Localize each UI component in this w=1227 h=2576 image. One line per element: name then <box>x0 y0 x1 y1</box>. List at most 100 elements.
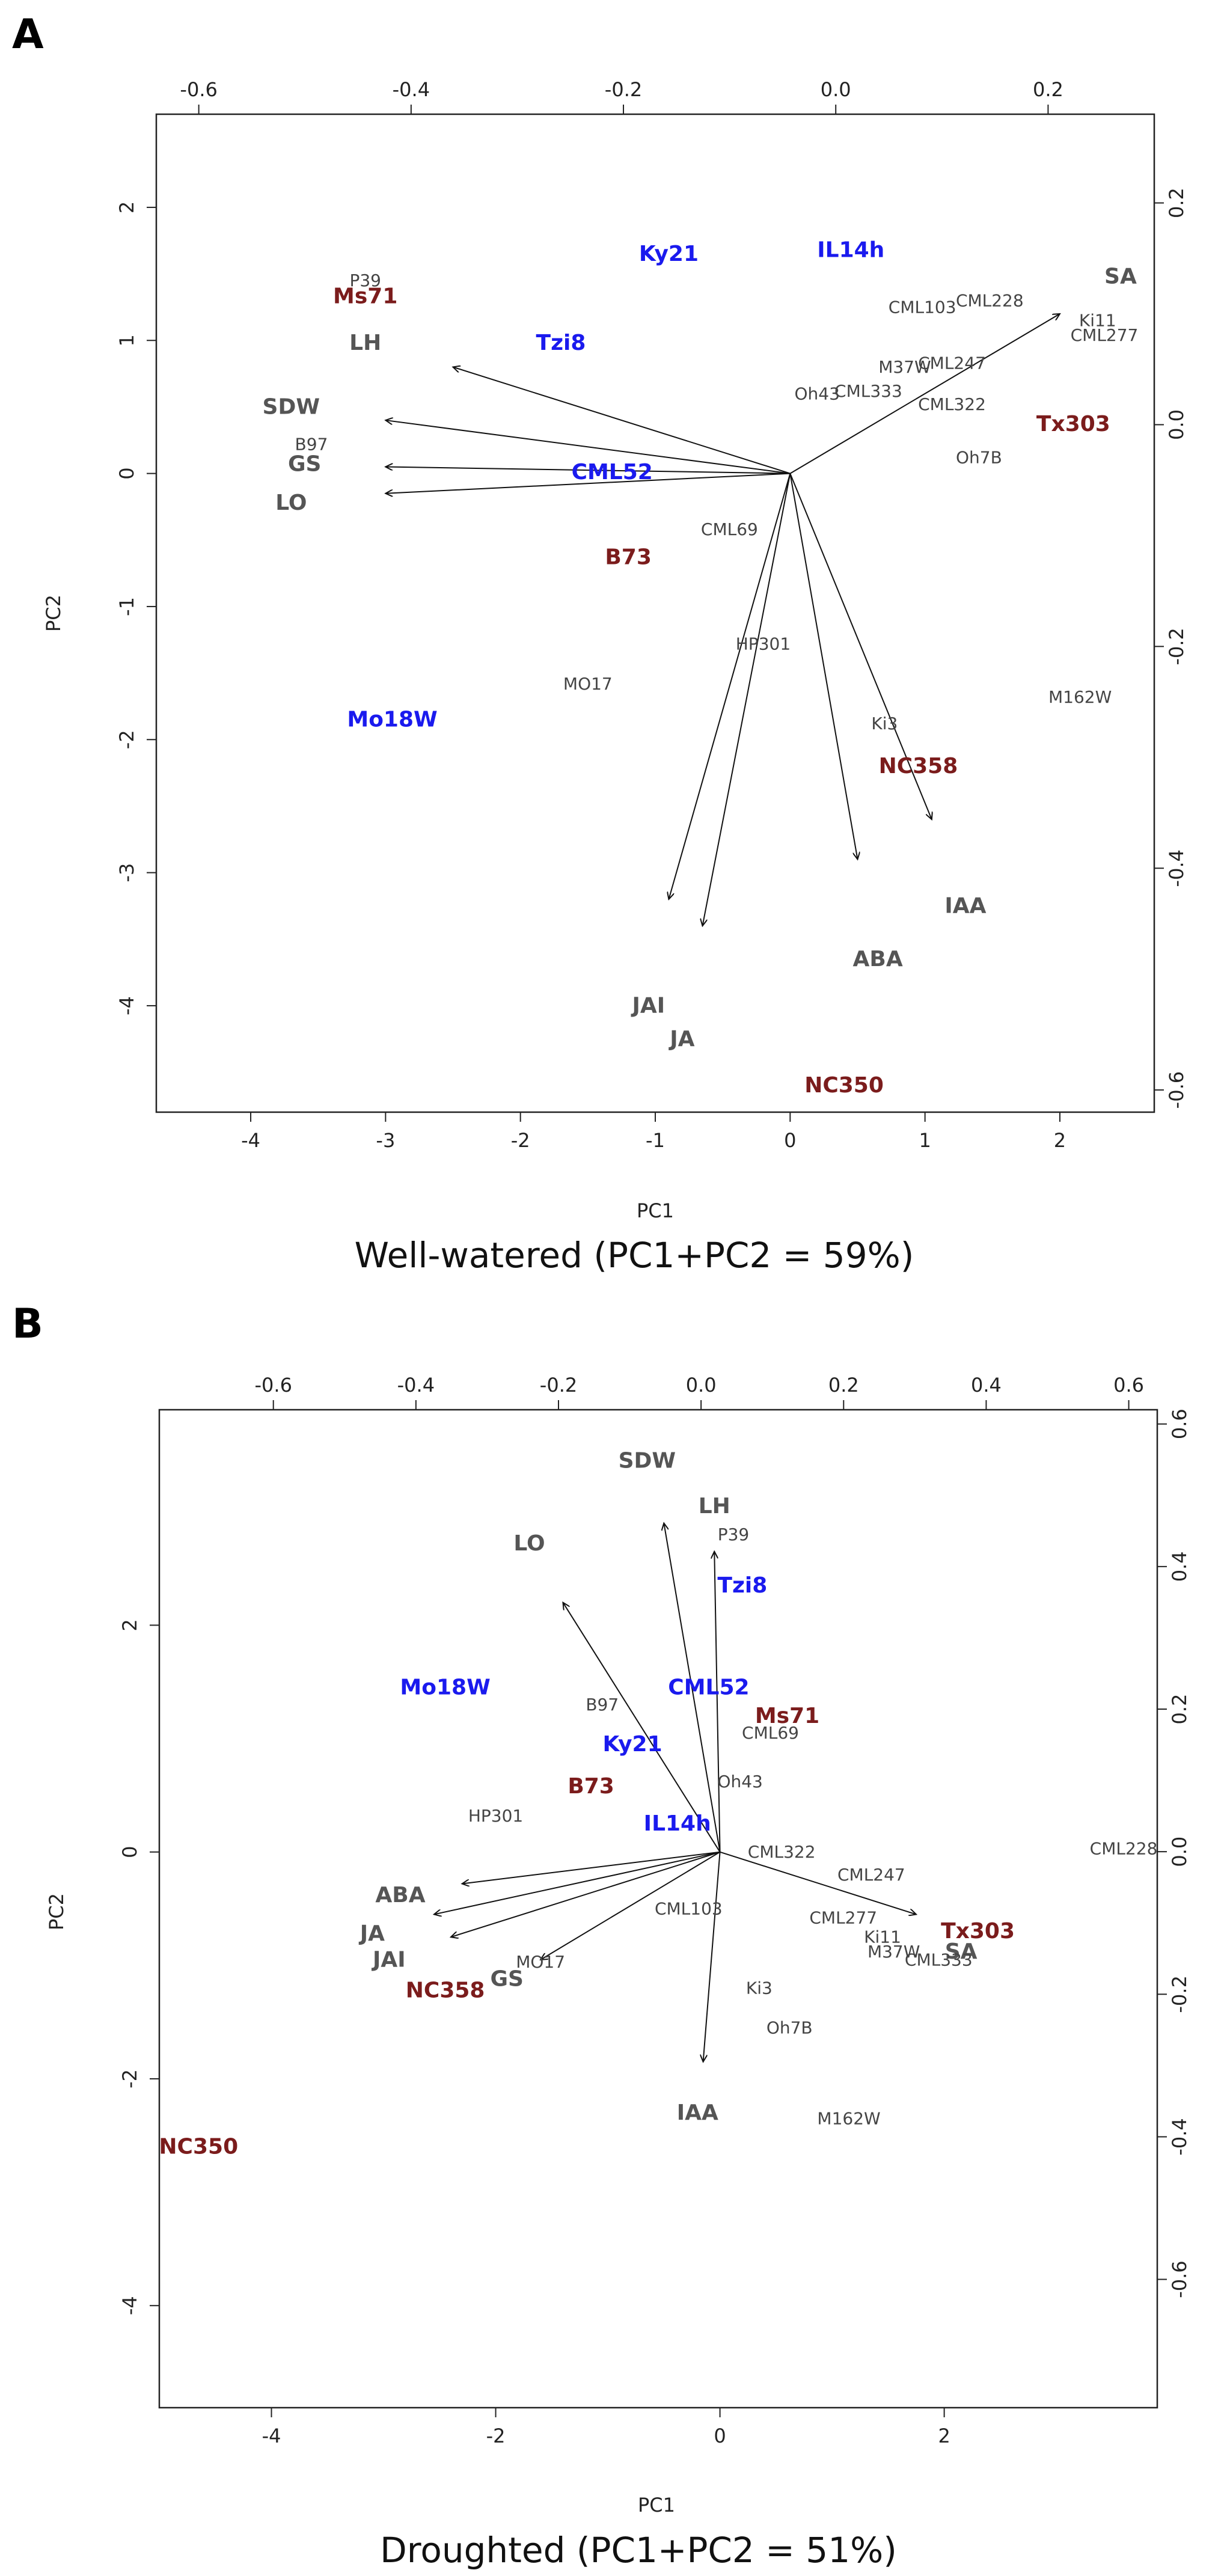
loading-arrow <box>540 1851 721 1960</box>
point-label-cml247: CML247 <box>837 1865 905 1885</box>
point-label-lo: LO <box>275 491 307 515</box>
x-axis-label: PC1 <box>638 2494 675 2516</box>
loading-arrow <box>462 1851 720 1884</box>
top-tick-label: -0.4 <box>393 78 430 101</box>
point-label-tzi8: Tzi8 <box>536 331 586 355</box>
right-tick-label: 0.0 <box>1168 1837 1191 1867</box>
point-label-m37w: M37W <box>878 357 931 377</box>
point-label-cml333: CML333 <box>834 381 902 401</box>
y-tick-label: -3 <box>115 863 138 883</box>
point-label-gs: GS <box>288 452 321 477</box>
loading-arrow <box>451 1851 720 1937</box>
point-label-mo17: MO17 <box>563 674 613 694</box>
point-label-cml277: CML277 <box>1071 325 1139 345</box>
x-tick-label: -4 <box>262 2425 281 2447</box>
y-axis-label: PC2 <box>45 1893 68 1930</box>
loading-arrow <box>664 1523 721 1852</box>
y-tick-label: 2 <box>115 201 138 213</box>
point-label-m162w: M162W <box>817 2108 880 2128</box>
point-label-iaa: IAA <box>944 893 986 918</box>
top-tick-label: 0.0 <box>821 78 851 101</box>
top-tick-label: -0.4 <box>397 1374 435 1397</box>
y-tick-label: 0 <box>118 1846 141 1858</box>
panel-caption: Well-watered (PC1+PC2 = 59%) <box>355 1235 914 1276</box>
point-label-oh43: Oh43 <box>794 384 839 403</box>
x-tick-label: 0 <box>784 1129 796 1152</box>
x-tick-label: -3 <box>376 1129 395 1152</box>
point-label-ms71: Ms71 <box>755 1704 819 1728</box>
point-label-b73: B73 <box>605 545 652 570</box>
y-tick-label: 0 <box>115 467 138 479</box>
point-label-cml103: CML103 <box>889 297 956 317</box>
loading-arrow <box>385 467 791 474</box>
point-label-oh43: Oh43 <box>717 1772 762 1791</box>
axes: -4 -3 -2 -1 0 1 2 -4 -3 -2 -1 0 1 2 -0.6 -0.4 -0.2 0.0 0.2… <box>115 78 1188 1152</box>
point-label-mo17: MO17 <box>516 1952 565 1972</box>
point-label-oh7b: Oh7B <box>766 2018 813 2038</box>
axes: -4 -2 0 2 -4 -2 0 2 -0.6 -0.4 -0.2 0.0 0.2 0.4 0.6 -0.6… <box>118 1374 1191 2447</box>
point-label-ky21: Ky21 <box>639 242 699 266</box>
point-label-aba: ABA <box>375 1883 425 1908</box>
y-tick-label: -2 <box>118 2069 141 2088</box>
loading-arrow <box>720 1851 916 1915</box>
point-label-lh: LH <box>699 1494 730 1519</box>
point-label-cml228: CML228 <box>1090 1839 1158 1859</box>
point-label-sdw: SDW <box>263 394 320 419</box>
point-label-sdw: SDW <box>619 1448 676 1473</box>
panel-a: A -4 -3 -2 -1 0 1 2 -4 -3 -2 -1 0 1 2 -0.6 -0.4 -0.2 0.0 0… <box>12 11 1188 1276</box>
loading-arrow <box>563 1603 721 1853</box>
point-label-m37w: M37W <box>867 1942 920 1962</box>
y-tick-label: -4 <box>115 996 138 1015</box>
point-label-p39: P39 <box>718 1525 750 1544</box>
right-tick-label: -0.4 <box>1168 2118 1191 2155</box>
x-tick-label: 2 <box>1054 1129 1066 1152</box>
loading-vectors <box>385 314 1060 926</box>
x-tick-label: 1 <box>919 1129 931 1152</box>
top-tick-label: -0.2 <box>540 1374 577 1397</box>
point-label-nc358: NC358 <box>879 754 958 779</box>
right-tick-label: 0.2 <box>1165 188 1188 218</box>
top-tick-label: -0.6 <box>254 1374 292 1397</box>
point-label-b73: B73 <box>568 1774 614 1799</box>
point-label-cml228: CML228 <box>956 290 1024 310</box>
right-tick-label: 0.4 <box>1168 1551 1191 1582</box>
x-tick-label: -4 <box>241 1129 260 1152</box>
point-label-cml52: CML52 <box>572 460 653 485</box>
y-tick-label: -4 <box>118 2296 141 2315</box>
x-tick-label: 0 <box>714 2425 726 2447</box>
right-tick-label: 0.6 <box>1168 1409 1191 1439</box>
point-label-cml333: CML333 <box>905 1950 973 1969</box>
plot-frame <box>158 1409 1158 2409</box>
point-label-cml277: CML277 <box>809 1908 877 1928</box>
point-label-lh: LH <box>349 331 381 355</box>
point-label-il14h: IL14h <box>817 237 884 262</box>
right-tick-label: 0.2 <box>1168 1694 1191 1725</box>
point-label-iaa: IAA <box>677 2100 718 2125</box>
point-label-lo: LO <box>513 1531 545 1556</box>
panel-caption: Droughted (PC1+PC2 = 51%) <box>380 2530 897 2571</box>
point-label-m162w: M162W <box>1048 687 1112 707</box>
point-label-ms71: Ms71 <box>333 284 397 309</box>
loading-arrow <box>453 367 791 474</box>
y-tick-label: -1 <box>115 597 138 616</box>
point-label-cml322: CML322 <box>918 394 986 414</box>
right-tick-label: -0.6 <box>1168 2260 1191 2298</box>
top-tick-label: -0.2 <box>605 78 642 101</box>
right-tick-label: -0.4 <box>1165 849 1188 887</box>
top-tick-label: 0.4 <box>971 1374 1002 1397</box>
x-tick-label: -2 <box>511 1129 530 1152</box>
point-label-jai: JAI <box>630 993 665 1018</box>
x-tick-label: 2 <box>938 2425 950 2447</box>
point-label-hp301: HP301 <box>736 634 791 653</box>
right-tick-label: -0.2 <box>1165 628 1188 665</box>
point-label-nc350: NC350 <box>159 2135 238 2159</box>
point-label-aba: ABA <box>853 947 903 971</box>
loading-arrow <box>385 420 791 474</box>
point-label-nc358: NC358 <box>406 1978 485 2002</box>
point-label-gs: GS <box>490 1966 523 1991</box>
right-tick-label: 0.0 <box>1165 409 1188 440</box>
point-label-cml103: CML103 <box>655 1899 723 1919</box>
